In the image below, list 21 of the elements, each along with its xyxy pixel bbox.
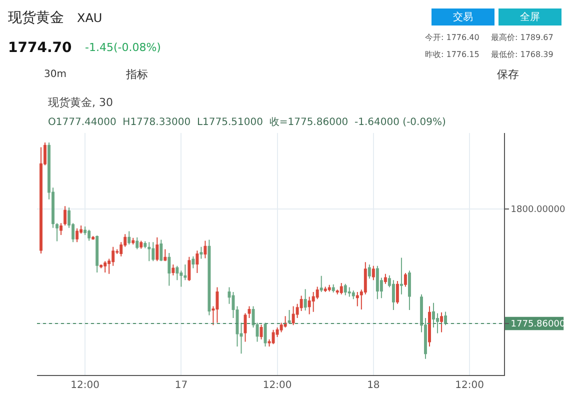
x-tick-label: 12:00 — [262, 380, 292, 391]
text: -1.45(-0.08%) — [85, 41, 161, 54]
text: O1777.44000 H1778.33000 L1775.51000 收=1775.86000 -1.64000 (-0.09%) — [48, 117, 446, 128]
text: 指标 — [125, 68, 148, 81]
chart-subtitle: XAU — [77, 11, 102, 25]
text: 今开: 1776.40 — [425, 33, 480, 42]
x-tick-label: 12:00 — [455, 380, 484, 391]
x-tick-label: 12:00 — [70, 380, 100, 391]
text: 现货黄金, 30 — [48, 96, 113, 109]
x-tick-label: 17 — [174, 380, 188, 391]
chart-title: 现货黄金 — [8, 10, 64, 26]
text: 全屏 — [520, 11, 540, 23]
text: 最高价: 1789.67 — [491, 33, 554, 42]
text: 1774.70 — [8, 40, 72, 56]
text: 最低价: 1768.39 — [491, 50, 554, 59]
text: 30m — [44, 69, 66, 80]
text: 交易 — [453, 11, 473, 23]
y-tick-label: 1800.00000 — [510, 205, 566, 216]
x-tick-label: 18 — [367, 380, 380, 391]
text: 保存 — [497, 68, 519, 81]
text: 昨收: 1776.15 — [425, 50, 480, 59]
